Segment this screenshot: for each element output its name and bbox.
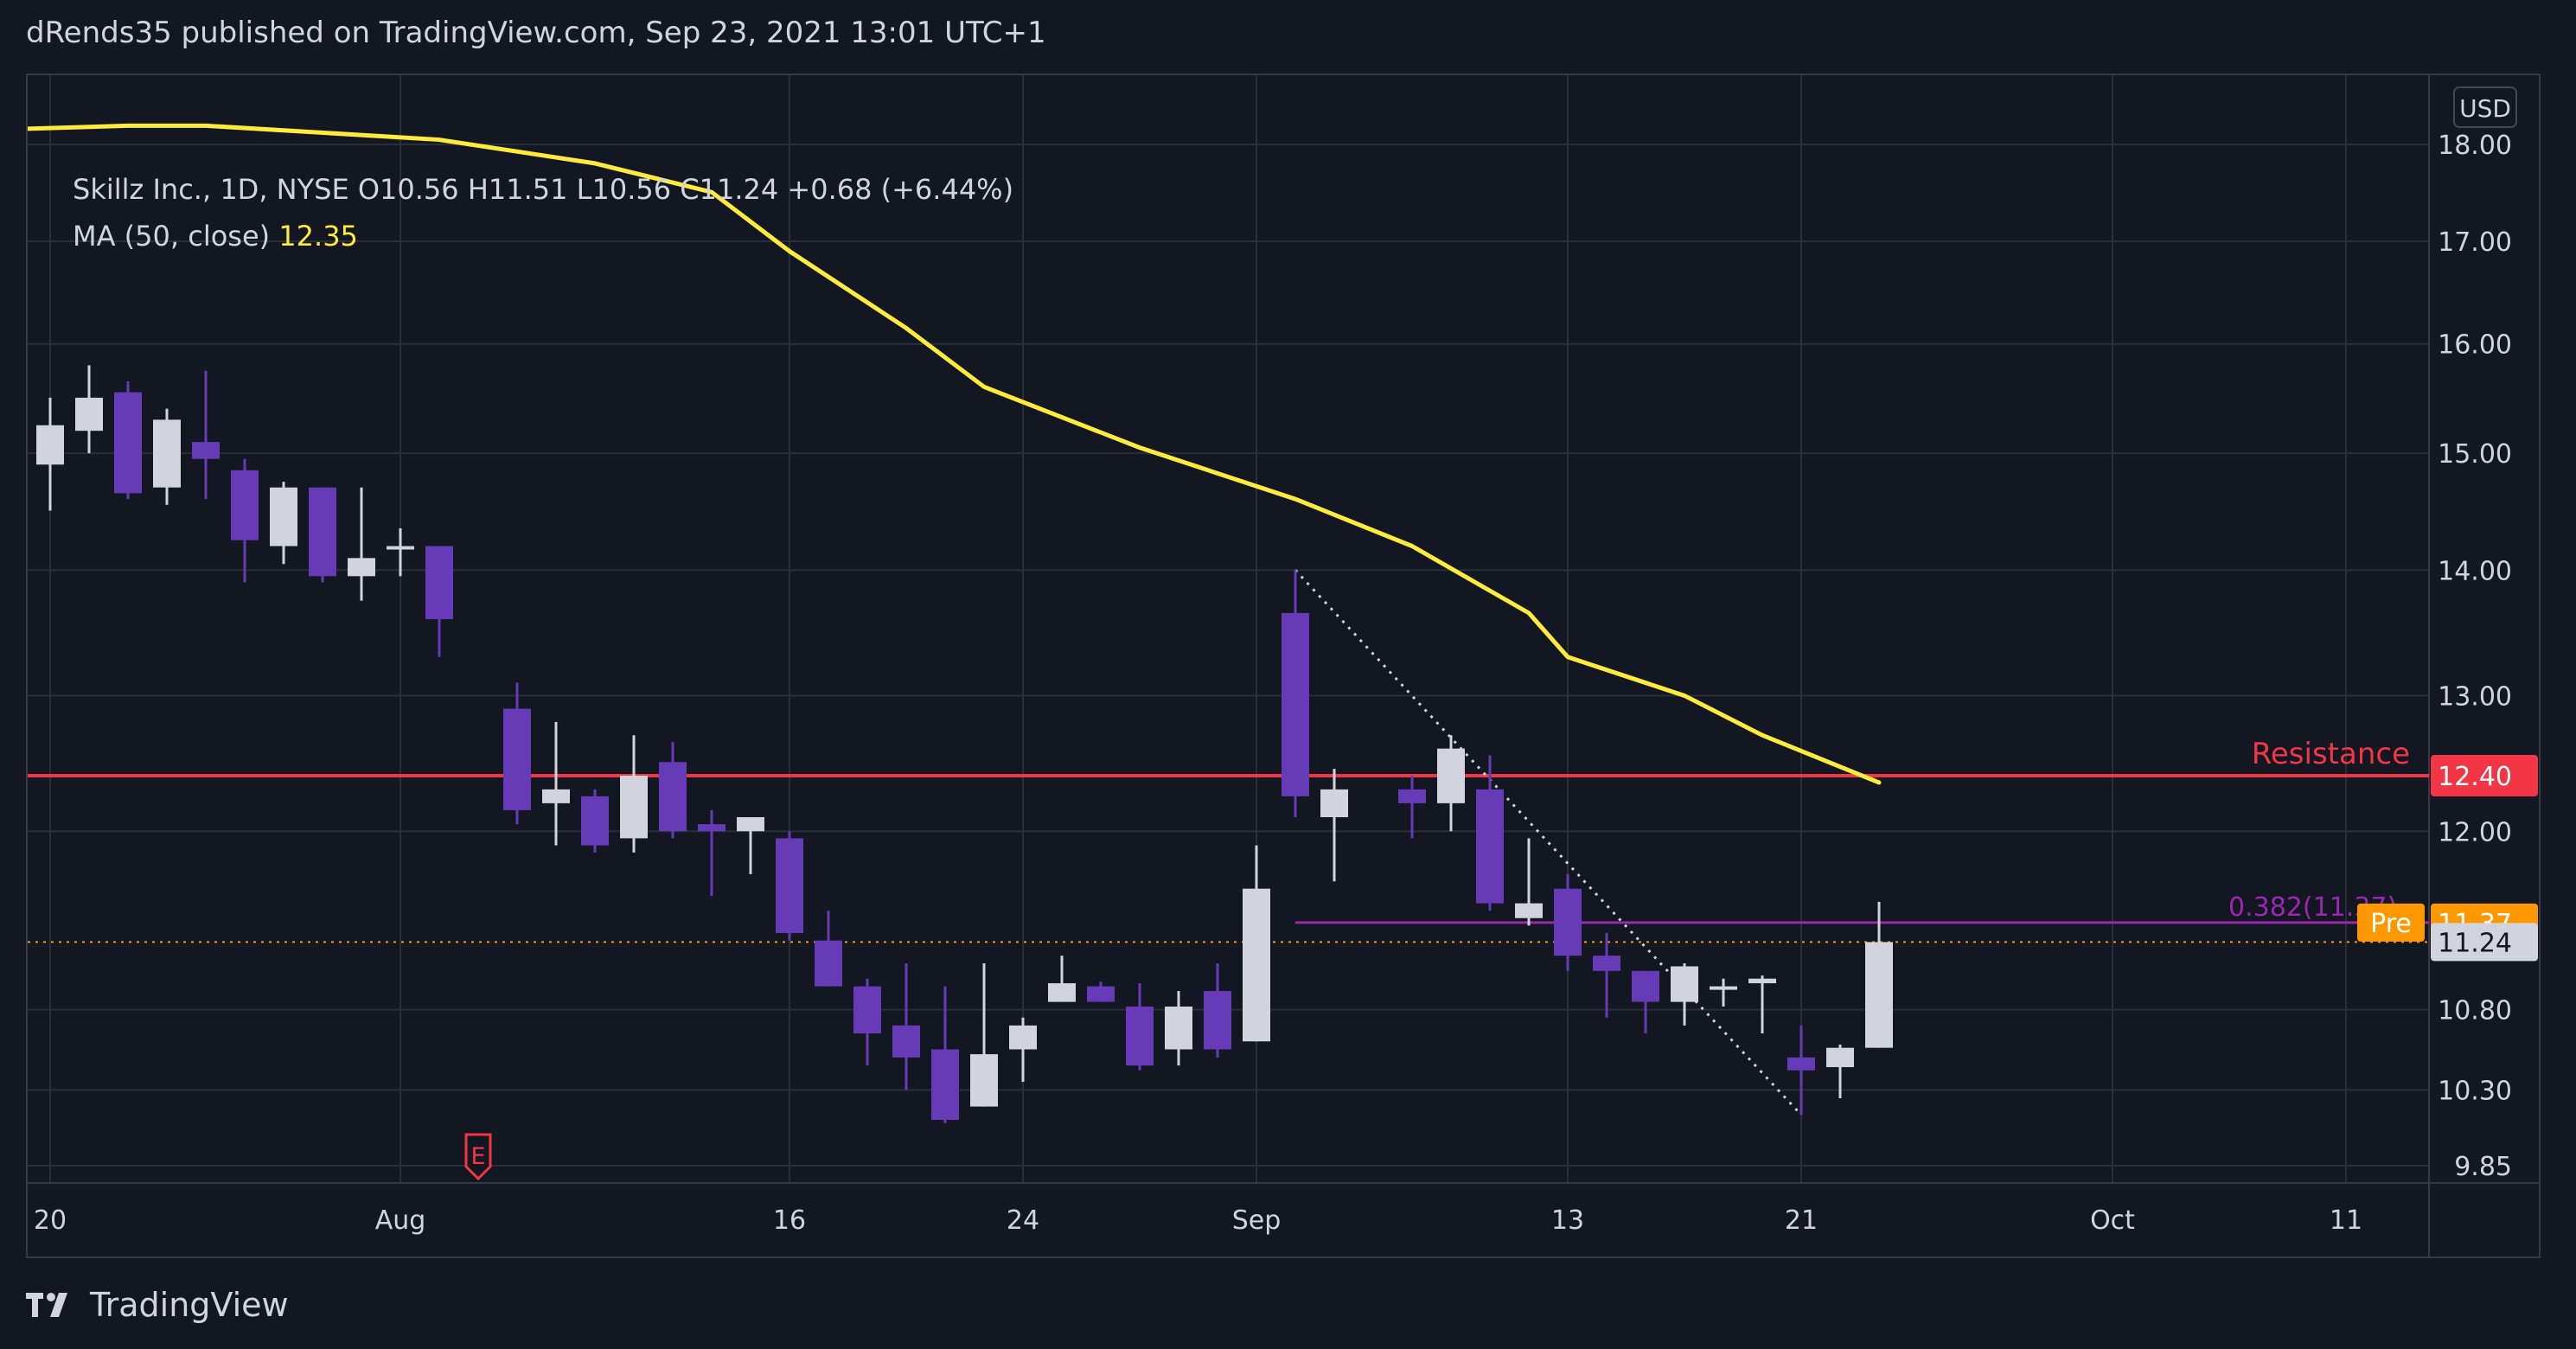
price-tick-label: 17.00: [2438, 227, 2512, 258]
price-tick-label: 10.80: [2438, 996, 2512, 1026]
symbol-ohlc-legend: Skillz Inc., 1D, NYSE O10.56 H11.51 L10.…: [73, 173, 1014, 206]
candle-body[interactable]: [1710, 986, 1737, 990]
candle-body[interactable]: [1243, 888, 1270, 1042]
time-tick-label: 20: [34, 1205, 67, 1236]
candle-body[interactable]: [309, 487, 336, 577]
price-tick-label: 18.00: [2438, 131, 2512, 161]
candle-body[interactable]: [620, 776, 648, 839]
candle-body[interactable]: [1554, 888, 1582, 956]
pre-badge: [2357, 903, 2425, 942]
price-tick-label: 16.00: [2438, 330, 2512, 361]
candle-body[interactable]: [776, 838, 803, 933]
price-tick-label: 10.30: [2438, 1076, 2512, 1106]
candle-body[interactable]: [1476, 789, 1504, 904]
earnings-marker[interactable]: [464, 1133, 492, 1181]
candle-body[interactable]: [348, 558, 375, 577]
price-tick-label: 12.00: [2438, 817, 2512, 847]
candle-body[interactable]: [503, 708, 531, 810]
price-tick-label: 9.85: [2454, 1152, 2512, 1182]
ma-legend: MA (50, close) 12.35: [73, 213, 1013, 259]
legend: Skillz Inc., 1D, NYSE O10.56 H11.51 L10.…: [73, 166, 1013, 259]
candle-body[interactable]: [815, 940, 842, 987]
last-price-badge: [2431, 923, 2538, 962]
time-tick-label: Aug: [375, 1205, 426, 1236]
candle-body[interactable]: [1009, 1025, 1037, 1050]
candle-body[interactable]: [1787, 1057, 1815, 1071]
published-banner: dRends35 published on TradingView.com, S…: [26, 16, 1046, 50]
time-tick-label: Sep: [1232, 1205, 1282, 1236]
chart-frame[interactable]: Resistance 0.382(11.37) E 18.00 17.00 16.00 15…: [26, 74, 2541, 1258]
price-tick-label: 13.00: [2438, 681, 2512, 712]
candle-body[interactable]: [1165, 1007, 1192, 1050]
candle-body[interactable]: [425, 546, 453, 620]
price-tick-label: 15.00: [2438, 439, 2512, 470]
currency-button-label: USD: [2459, 94, 2511, 123]
last-price-label: 11.24: [2438, 928, 2512, 958]
chart-canvas[interactable]: Resistance0.382(11.37)E18.0017.0016.0015…: [28, 75, 2539, 1256]
resistance-label: Resistance: [2252, 737, 2410, 771]
candle-body[interactable]: [231, 470, 259, 540]
time-tick-label: 24: [1007, 1205, 1039, 1236]
candle-body[interactable]: [1632, 970, 1659, 1002]
pre-badge-label: Pre: [2370, 909, 2412, 939]
candle-body[interactable]: [1398, 789, 1426, 803]
time-tick-label: 16: [773, 1205, 806, 1236]
candle-body[interactable]: [1671, 966, 1698, 1002]
candle-body[interactable]: [36, 425, 64, 465]
candle-body[interactable]: [737, 816, 764, 832]
candle-body[interactable]: [1087, 986, 1115, 1002]
candle-body[interactable]: [542, 789, 570, 803]
tradingview-brand-text: TradingView: [90, 1286, 289, 1324]
earnings-marker-label: E: [470, 1143, 485, 1170]
time-tick-label: 21: [1785, 1205, 1818, 1236]
candle-body[interactable]: [114, 392, 142, 494]
currency-button[interactable]: [2453, 86, 2517, 128]
candle-body[interactable]: [1320, 789, 1348, 817]
candle-body[interactable]: [1515, 903, 1543, 918]
ma-legend-label: MA (50, close): [73, 220, 271, 253]
candle-body[interactable]: [698, 824, 725, 832]
trendline-dotted[interactable]: [1294, 569, 1803, 1116]
candle-body[interactable]: [387, 546, 414, 550]
candle-body[interactable]: [1593, 956, 1620, 971]
time-tick-label: Oct: [2090, 1205, 2135, 1236]
candle-body[interactable]: [1437, 748, 1465, 803]
candle-body[interactable]: [1204, 990, 1231, 1050]
candle-body[interactable]: [1048, 983, 1076, 1002]
candle-body[interactable]: [659, 762, 687, 832]
time-tick-label: 11: [2330, 1205, 2362, 1236]
candle-body[interactable]: [1282, 612, 1309, 796]
ma-legend-value: 12.35: [278, 220, 358, 253]
ma-50-line[interactable]: [28, 123, 1882, 785]
candle-body[interactable]: [581, 796, 609, 846]
candle-body[interactable]: [892, 1025, 920, 1058]
price-tick-label: 14.00: [2438, 556, 2512, 586]
candle-body[interactable]: [1748, 978, 1776, 984]
candle-body[interactable]: [1826, 1047, 1854, 1068]
candle-body[interactable]: [970, 1054, 998, 1107]
tradingview-logo-icon: [26, 1293, 67, 1317]
resistance-price-label: 12.40: [2438, 762, 2512, 792]
candle-body[interactable]: [192, 442, 220, 459]
tradingview-brand[interactable]: TradingView: [26, 1286, 289, 1324]
time-tick-label: 13: [1551, 1205, 1584, 1236]
candle-body[interactable]: [1865, 942, 1893, 1048]
candle-body[interactable]: [1126, 1007, 1154, 1066]
candle-body[interactable]: [75, 397, 103, 432]
candle-body[interactable]: [153, 419, 181, 488]
candle-body[interactable]: [853, 986, 881, 1034]
candle-body[interactable]: [931, 1049, 959, 1121]
resistance-price-badge: [2431, 755, 2538, 797]
candle-body[interactable]: [270, 487, 297, 547]
